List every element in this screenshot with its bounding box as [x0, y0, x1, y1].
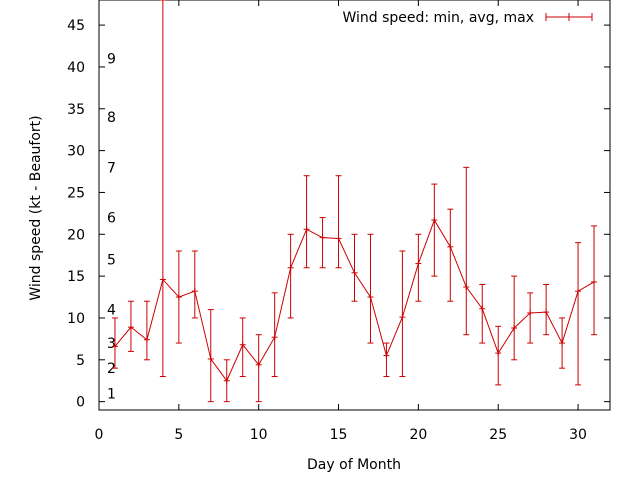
y-tick-label: 10 [67, 311, 85, 327]
beaufort-scale: 1 2 3 4 5 6 7 8 9 [107, 52, 116, 403]
error-bars [111, 0, 598, 403]
beaufort-label: 4 [107, 303, 116, 319]
avg-series [111, 217, 598, 384]
x-tick-label: 0 [95, 427, 104, 443]
y-tick-label: 20 [67, 227, 85, 243]
legend-label: Wind speed: min, avg, max [342, 10, 534, 26]
y-tick-label: 0 [76, 395, 85, 411]
x-tick-label: 15 [330, 427, 348, 443]
beaufort-label: 2 [107, 361, 116, 377]
x-tick-label: 5 [174, 427, 183, 443]
beaufort-label: 3 [107, 336, 116, 352]
y-tick-label: 5 [76, 353, 85, 369]
x-axis-label: Day of Month [307, 457, 401, 473]
x-axis: 0 5 10 15 20 25 30 [95, 0, 587, 443]
beaufort-label: 8 [107, 110, 116, 126]
y-tick-label: 30 [67, 144, 85, 160]
beaufort-label: 5 [107, 252, 116, 268]
x-tick-label: 20 [409, 427, 427, 443]
y-tick-label: 40 [67, 60, 85, 76]
y-axis-label: Wind speed (kt - Beaufort) [28, 115, 44, 300]
y-tick-label: 15 [67, 269, 85, 285]
y-tick-label: 35 [67, 102, 85, 118]
x-tick-label: 30 [569, 427, 587, 443]
legend: Wind speed: min, avg, max [342, 10, 593, 26]
x-tick-label: 10 [250, 427, 268, 443]
beaufort-label: 9 [107, 52, 116, 68]
y-tick-label: 25 [67, 185, 85, 201]
plot-frame [98, 0, 611, 411]
y-tick-label: 45 [67, 18, 85, 34]
beaufort-label: 7 [107, 160, 116, 176]
x-tick-label: 25 [489, 427, 507, 443]
beaufort-label: 1 [107, 386, 116, 402]
beaufort-label: 6 [107, 211, 116, 227]
